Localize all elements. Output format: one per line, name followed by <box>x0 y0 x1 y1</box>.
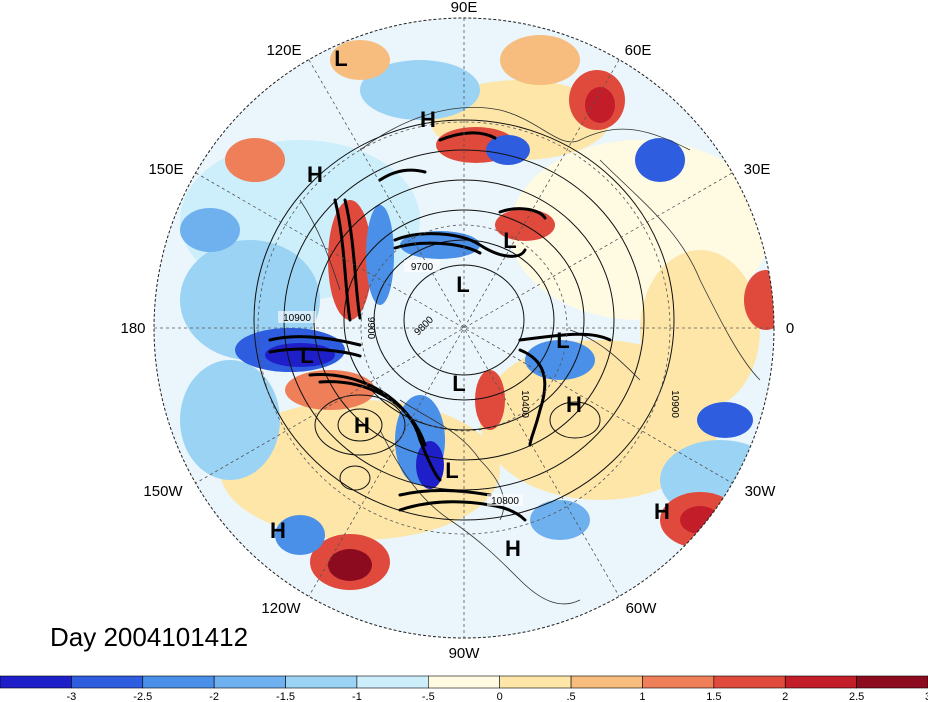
low-marker: L <box>452 371 465 396</box>
low-marker: L <box>503 228 516 253</box>
colorbar-swatch <box>213 675 286 689</box>
low-marker: L <box>334 46 347 71</box>
colorbar-tick-label: 1.5 <box>706 691 721 702</box>
high-marker: H <box>654 499 670 524</box>
graticule <box>154 18 774 638</box>
colorbar: -3 -2.5 -2 -1.5 -1 -.5 0 .5 1 1.5 2 2.5 3 <box>0 675 928 702</box>
lon-label-60w: 60W <box>626 600 658 617</box>
colorbar-swatch <box>0 675 72 689</box>
lon-label-90w: 90W <box>449 645 481 662</box>
high-marker: H <box>420 107 436 132</box>
colorbar-tick-label: -1.5 <box>276 691 295 702</box>
lon-label-90e: 90E <box>451 0 478 16</box>
high-marker: H <box>270 518 286 543</box>
low-marker: L <box>445 458 458 483</box>
high-marker: H <box>354 413 370 438</box>
colorbar-swatch <box>356 675 429 689</box>
colorbar-swatch <box>570 675 643 689</box>
low-marker: L <box>456 272 469 297</box>
lon-label-150e: 150E <box>148 161 183 178</box>
colorbar-swatch <box>856 675 928 689</box>
colorbar-tick-label: 2 <box>782 691 788 702</box>
contour-label: 10400 <box>519 390 530 418</box>
low-marker: L <box>556 328 569 353</box>
lon-label-30e: 30E <box>744 161 771 178</box>
colorbar-tick-label: 2.5 <box>849 691 864 702</box>
contour-label: 9700 <box>411 262 434 273</box>
contour-label: 10800 <box>491 496 519 507</box>
colorbar-swatch <box>713 675 786 689</box>
contour-label: 10900 <box>669 390 680 418</box>
colorbar-swatch <box>642 675 715 689</box>
colorbar-tick-label: -2 <box>209 691 219 702</box>
pressure-systems: H H H H H H H L L L L L L L <box>270 46 670 561</box>
colorbar-swatch <box>499 675 572 689</box>
colorbar-tick-label: -3 <box>66 691 76 702</box>
lon-label-60e: 60E <box>625 42 652 59</box>
lon-label-120e: 120E <box>266 42 301 59</box>
lon-label-30w: 30W <box>745 483 777 500</box>
high-marker: H <box>505 536 521 561</box>
contour-label: 9900 <box>365 317 376 340</box>
page-title: Day 2004101412 <box>50 622 248 652</box>
lon-label-150w: 150W <box>143 483 183 500</box>
colorbar-tick-label: 1 <box>639 691 645 702</box>
contour-label: 10900 <box>283 313 311 324</box>
high-marker: H <box>566 392 582 417</box>
lon-label-0: 0 <box>786 320 794 337</box>
lon-label-120w: 120W <box>261 600 301 617</box>
lon-label-180: 180 <box>120 320 145 337</box>
colorbar-tick-label: -.5 <box>422 691 435 702</box>
colorbar-tick-label: 0 <box>497 691 503 702</box>
low-marker: L <box>300 343 313 368</box>
colorbar-swatch <box>71 675 144 689</box>
colorbar-tick-label: -2.5 <box>133 691 152 702</box>
map-boundary <box>153 17 775 639</box>
high-marker: H <box>307 162 323 187</box>
colorbar-swatch <box>428 675 500 689</box>
colorbar-swatch <box>285 675 358 689</box>
colorbar-tick-label: 3 <box>925 691 928 702</box>
colorbar-swatch <box>784 675 857 689</box>
colorbar-tick-label: .5 <box>566 691 575 702</box>
colorbar-swatch <box>142 675 215 689</box>
colorbar-tick-label: -1 <box>352 691 362 702</box>
longitude-labels: 90E 60E 30E 0 30W 60W 90W 120W 150W 180 … <box>120 0 794 662</box>
